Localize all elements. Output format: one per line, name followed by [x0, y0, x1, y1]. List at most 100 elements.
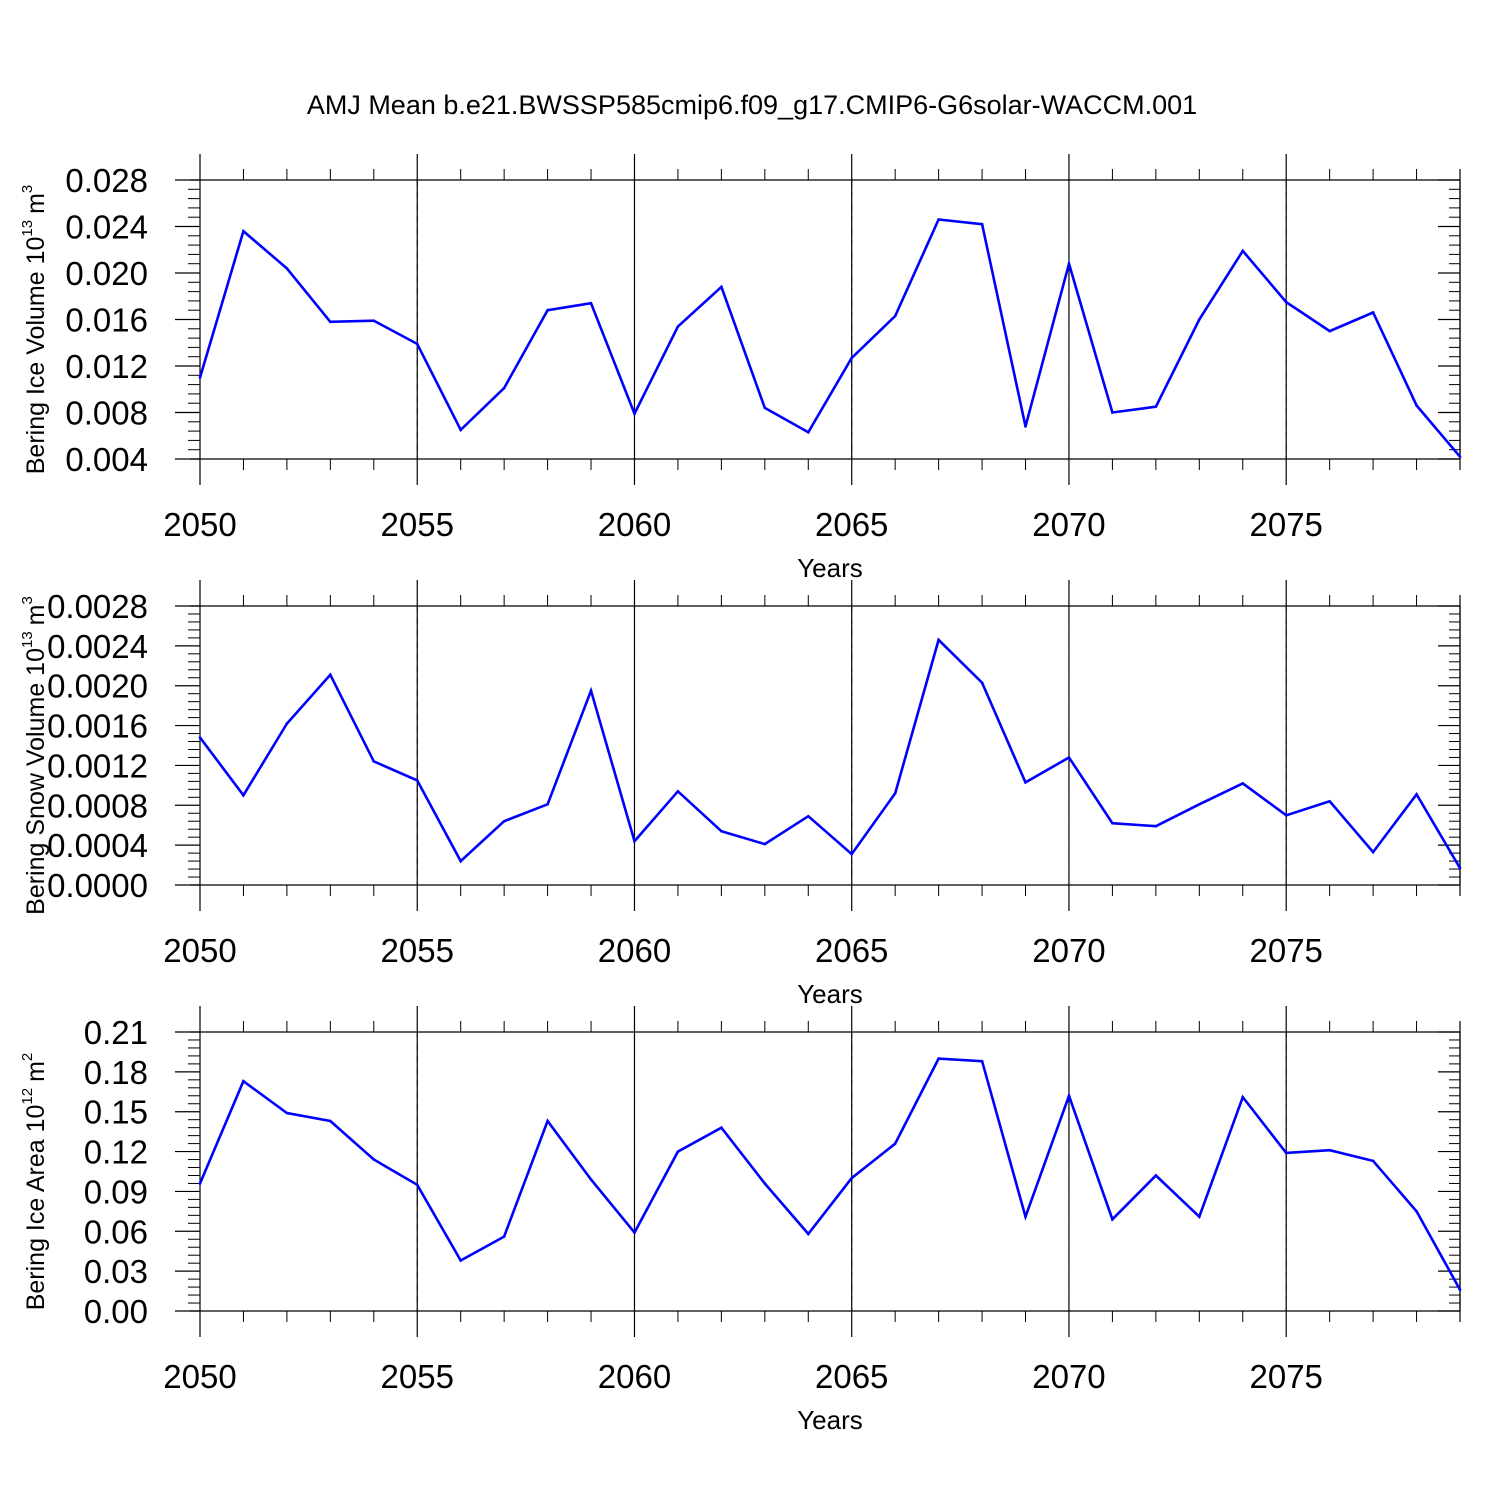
x-tick-label: 2075 — [1249, 1358, 1322, 1395]
data-point — [676, 325, 680, 328]
data-point — [1198, 802, 1201, 806]
data-point — [415, 779, 419, 782]
data-point — [850, 356, 854, 360]
y-tick-label: 0.12 — [84, 1134, 148, 1171]
y-axis-label: Bering Ice Area 1012 m2 — [19, 1053, 50, 1311]
y-tick-label: 0.21 — [84, 1014, 148, 1051]
data-point — [1458, 455, 1462, 458]
y-tick-label: 0.0004 — [47, 827, 148, 864]
x-tick-label: 2060 — [598, 1358, 671, 1395]
data-point — [589, 689, 593, 692]
data-point — [502, 386, 506, 390]
data-point — [937, 638, 940, 642]
data-point — [633, 1231, 636, 1234]
data-point — [1241, 1095, 1245, 1099]
x-tick-label: 2060 — [598, 932, 671, 969]
data-point — [980, 222, 984, 226]
data-point — [893, 314, 897, 318]
y-axis-label-exponent: 12 — [19, 1088, 36, 1105]
data-point — [1328, 800, 1331, 803]
x-axis-label: Years — [797, 979, 863, 1009]
data-point — [763, 1182, 767, 1185]
data-point — [633, 412, 636, 415]
y-axis-label-unit-exponent: 2 — [19, 1053, 36, 1061]
y-tick-label: 0.18 — [84, 1054, 148, 1091]
data-point — [937, 1057, 940, 1060]
panel-3: 2050 2055 2060 2065 2070 2075Years0.000.030.0… — [19, 1006, 1462, 1435]
y-axis-label-text: Bering Snow Volume 10 — [22, 648, 50, 915]
data-point — [285, 1111, 289, 1115]
x-tick-label: 2070 — [1032, 932, 1105, 969]
x-tick-label: 2055 — [381, 506, 454, 543]
y-axis-label-unit: m — [22, 193, 50, 214]
data-point — [1024, 781, 1027, 784]
y-tick-label: 0.020 — [65, 255, 148, 292]
y-tick-label: 0.024 — [65, 209, 148, 246]
data-point — [372, 760, 376, 763]
data-point — [763, 842, 767, 846]
y-axis-label: Bering Ice Volume 1013 m3 — [19, 185, 50, 475]
data-point — [1111, 1218, 1114, 1221]
x-axis-label: Years — [797, 553, 863, 583]
data-point — [372, 319, 376, 322]
data-point — [242, 229, 245, 233]
data-point — [1284, 300, 1288, 304]
series-line — [198, 1057, 1462, 1291]
y-tick-label: 0.0012 — [47, 747, 148, 784]
data-point — [1154, 1174, 1158, 1177]
data-point — [1415, 1210, 1418, 1213]
y-axis-label-unit-exponent: 3 — [19, 185, 36, 193]
x-tick-label: 2055 — [381, 932, 454, 969]
data-point — [242, 794, 245, 797]
data-point — [1241, 249, 1245, 253]
data-point — [1284, 813, 1288, 817]
y-axis-label: Bering Snow Volume 1013 m3 — [19, 596, 50, 915]
data-point — [372, 1158, 376, 1161]
x-tick-label: 2070 — [1032, 506, 1105, 543]
data-point — [1328, 1148, 1331, 1152]
x-tick-label: 2075 — [1249, 932, 1322, 969]
data-point — [546, 308, 549, 312]
data-point — [502, 819, 506, 823]
x-tick-label: 2050 — [163, 932, 236, 969]
y-tick-label: 0.00 — [84, 1293, 148, 1330]
panel-2: 2050 2055 2060 2065 2070 2075Years0.00000.000… — [19, 580, 1462, 1009]
y-tick-label: 0.15 — [84, 1094, 148, 1131]
data-point — [285, 267, 289, 270]
data-point — [937, 218, 940, 221]
y-axis-label-unit: m — [22, 604, 50, 625]
y-tick-label: 0.0024 — [47, 628, 148, 665]
data-point — [546, 1119, 549, 1123]
data-point — [893, 792, 897, 795]
data-point — [242, 1079, 245, 1083]
data-point — [763, 406, 767, 410]
y-axis-label-exponent: 13 — [19, 631, 36, 648]
y-tick-label: 0.016 — [65, 302, 148, 339]
data-point — [893, 1142, 897, 1145]
data-point — [198, 1182, 202, 1185]
data-point — [633, 839, 636, 843]
data-point — [1415, 404, 1418, 407]
y-tick-label: 0.0020 — [47, 668, 148, 705]
y-tick-label: 0.0008 — [47, 787, 148, 824]
data-point — [1371, 850, 1375, 854]
data-point — [415, 1183, 419, 1187]
x-tick-label: 2075 — [1249, 506, 1322, 543]
y-tick-label: 0.09 — [84, 1173, 148, 1210]
data-point — [1198, 1215, 1201, 1218]
data-point — [1111, 821, 1114, 825]
y-tick-label: 0.012 — [65, 348, 148, 385]
data-point — [806, 430, 810, 434]
data-point — [329, 1119, 332, 1123]
data-point — [546, 802, 549, 806]
data-point — [1154, 824, 1158, 828]
data-point — [329, 320, 332, 324]
panel-1: 2050 2055 2060 2065 2070 2075 Years 0.004 0.008 0… — [19, 154, 1462, 583]
figure-title: AMJ Mean b.e21.BWSSP585cmip6.f09_g17.CMI… — [307, 90, 1197, 120]
data-point — [1371, 311, 1375, 314]
data-point — [198, 736, 202, 739]
y-tick-label: 0.0016 — [47, 708, 148, 745]
data-point — [806, 814, 810, 818]
y-tick-label: 0.008 — [65, 395, 148, 432]
